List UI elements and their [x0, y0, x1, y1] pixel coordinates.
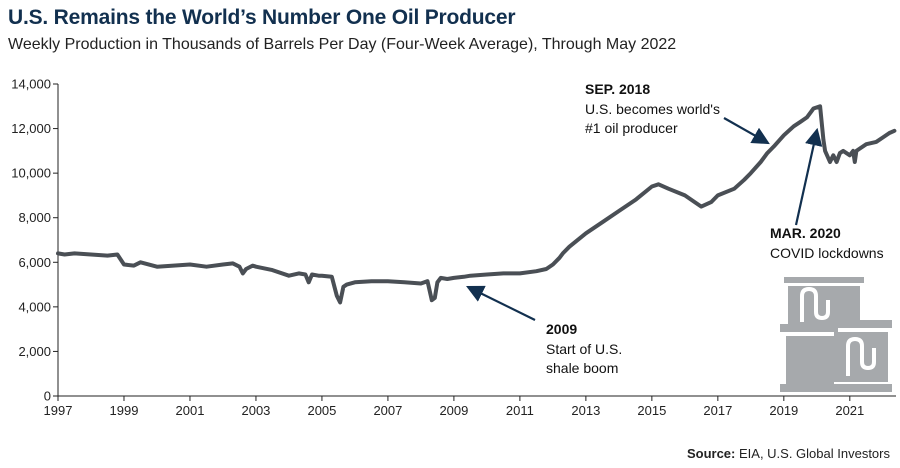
annotation-arrow: [794, 127, 823, 226]
annotation-heading: 2009: [546, 321, 577, 337]
x-tick-label: 2001: [176, 403, 205, 418]
y-tick-label: 4,000: [18, 299, 51, 314]
x-tick-label: 1999: [110, 403, 139, 418]
x-tick-label: 2003: [241, 403, 270, 418]
annotation-text: #1 oil producer: [585, 120, 678, 136]
x-tick-label: 2021: [835, 403, 864, 418]
x-tick-label: 2005: [307, 403, 336, 418]
oil-barrels-icon: [780, 277, 892, 392]
axes: [53, 83, 896, 401]
source-note: Source: EIA, U.S. Global Investors: [687, 446, 890, 461]
production-line: [56, 104, 897, 305]
x-tick-label: 2019: [769, 403, 798, 418]
source-text: EIA, U.S. Global Investors: [738, 446, 890, 461]
annotation-arrow: [723, 117, 770, 145]
series-layer: [56, 104, 897, 305]
annotation-text: Start of U.S.: [546, 341, 622, 357]
x-tick-label: 2011: [506, 403, 534, 418]
x-tick-label: 2007: [373, 403, 402, 418]
x-tick-label: 2009: [439, 403, 468, 418]
x-tick-label: 2013: [571, 403, 600, 418]
annotations: SEP. 2018 U.S. becomes world's #1 oil prod…: [466, 81, 884, 376]
chart-subtitle: Weekly Production in Thousands of Barrel…: [8, 36, 677, 53]
y-tick-label: 12,000: [11, 121, 51, 136]
annotation-text: COVID lockdowns: [770, 245, 884, 261]
y-tick-label: 0: [44, 389, 51, 404]
x-tick-label: 1997: [44, 403, 73, 418]
y-tick-label: 14,000: [11, 77, 51, 92]
tick-labels: 0 2,000 4,000 6,000 8,000 10,000 12,000 14,000 1…: [11, 77, 864, 419]
chart-title: U.S. Remains the World’s Number One Oil …: [8, 6, 516, 29]
annotation-heading: SEP. 2018: [585, 81, 650, 97]
x-tick-label: 2015: [637, 403, 666, 418]
source-label: Source:: [686, 446, 736, 461]
y-tick-label: 10,000: [11, 166, 51, 181]
x-tick-label: 2017: [703, 403, 732, 418]
annotation-arrow: [466, 285, 536, 321]
y-tick-label: 6,000: [18, 255, 51, 270]
y-tick-label: 8,000: [18, 210, 51, 225]
y-tick-label: 2,000: [18, 344, 51, 359]
annotation-text: U.S. becomes world's: [585, 101, 720, 117]
annotation-text: shale boom: [546, 360, 618, 376]
annotation-heading: MAR. 2020: [770, 225, 841, 241]
